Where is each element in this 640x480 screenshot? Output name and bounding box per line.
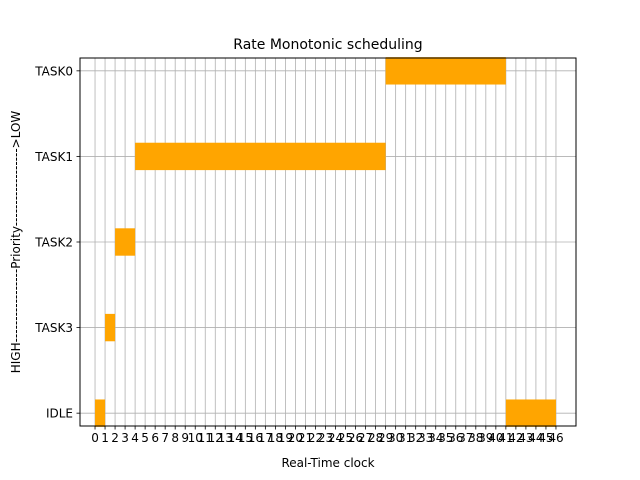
x-tick-label: 42 <box>508 431 523 445</box>
y-axis: IDLE TASK3 TASK2 TASK1 TASK0 <box>34 64 80 421</box>
y-tick-label: TASK0 <box>34 64 73 78</box>
bar-task3 <box>105 313 116 342</box>
x-tick-label: 36 <box>448 431 463 445</box>
x-tick-label: 21 <box>298 431 313 445</box>
x-tick-label: 9 <box>181 431 189 445</box>
x-axis: 0 1 2 3 4 5 6 7 8 9101112131415161718192021222324… <box>91 426 564 445</box>
y-tick-label: IDLE <box>46 407 73 421</box>
x-tick-label: 45 <box>538 431 553 445</box>
x-tick-label: 23 <box>318 431 333 445</box>
y-tick-label: TASK1 <box>34 150 73 164</box>
bar-task1 <box>135 142 386 171</box>
x-tick-label: 28 <box>368 431 383 445</box>
x-tick-label: 32 <box>408 431 423 445</box>
x-tick-label: 4 <box>131 431 139 445</box>
x-tick-label: 33 <box>418 431 433 445</box>
x-tick-label: 11 <box>198 431 213 445</box>
bar-task2 <box>115 228 136 256</box>
x-tick-label: 3 <box>121 431 129 445</box>
x-tick-label: 37 <box>458 431 473 445</box>
x-tick-label: 13 <box>218 431 233 445</box>
x-tick-label: 5 <box>141 431 149 445</box>
x-tick-label: 46 <box>548 431 563 445</box>
x-tick-label: 25 <box>338 431 353 445</box>
x-tick-label: 26 <box>348 431 363 445</box>
x-tick-label: 39 <box>478 431 493 445</box>
bar-idle <box>95 399 106 427</box>
x-tick-label: 29 <box>378 431 393 445</box>
x-tick-label: 40 <box>488 431 503 445</box>
grid <box>80 58 576 426</box>
x-tick-label: 38 <box>468 431 483 445</box>
x-tick-label: 12 <box>208 431 223 445</box>
x-tick-label: 1 <box>101 431 109 445</box>
x-tick-label: 41 <box>498 431 513 445</box>
x-tick-label: 15 <box>238 431 253 445</box>
y-axis-label: HIGH-----------------Priority-----------… <box>9 111 23 374</box>
bars <box>95 57 556 427</box>
x-tick-label: 14 <box>228 431 243 445</box>
x-tick-label: 17 <box>258 431 273 445</box>
x-tick-label: 43 <box>518 431 533 445</box>
y-tick-label: TASK3 <box>34 321 73 335</box>
x-tick-label: 19 <box>278 431 293 445</box>
x-tick-label: 30 <box>388 431 403 445</box>
x-tick-label: 18 <box>268 431 283 445</box>
x-axis-label: Real-Time clock <box>281 456 374 470</box>
x-tick-label: 8 <box>171 431 179 445</box>
bar-idle <box>505 399 556 427</box>
x-tick-label: 16 <box>248 431 263 445</box>
x-tick-label: 24 <box>328 431 343 445</box>
x-tick-label: 0 <box>91 431 99 445</box>
chart-title: Rate Monotonic scheduling <box>233 37 422 53</box>
x-tick-label: 7 <box>161 431 169 445</box>
y-tick-label: TASK2 <box>34 236 73 250</box>
x-tick-label: 35 <box>438 431 453 445</box>
x-tick-label: 27 <box>358 431 373 445</box>
bar-task0 <box>385 57 506 85</box>
x-tick-label: 22 <box>308 431 323 445</box>
x-tick-label: 20 <box>288 431 303 445</box>
x-tick-label: 31 <box>398 431 413 445</box>
x-tick-label: 2 <box>111 431 119 445</box>
x-tick-label: 44 <box>528 431 543 445</box>
x-tick-label: 34 <box>428 431 443 445</box>
x-tick-label: 10 <box>188 431 203 445</box>
x-tick-label: 6 <box>151 431 159 445</box>
